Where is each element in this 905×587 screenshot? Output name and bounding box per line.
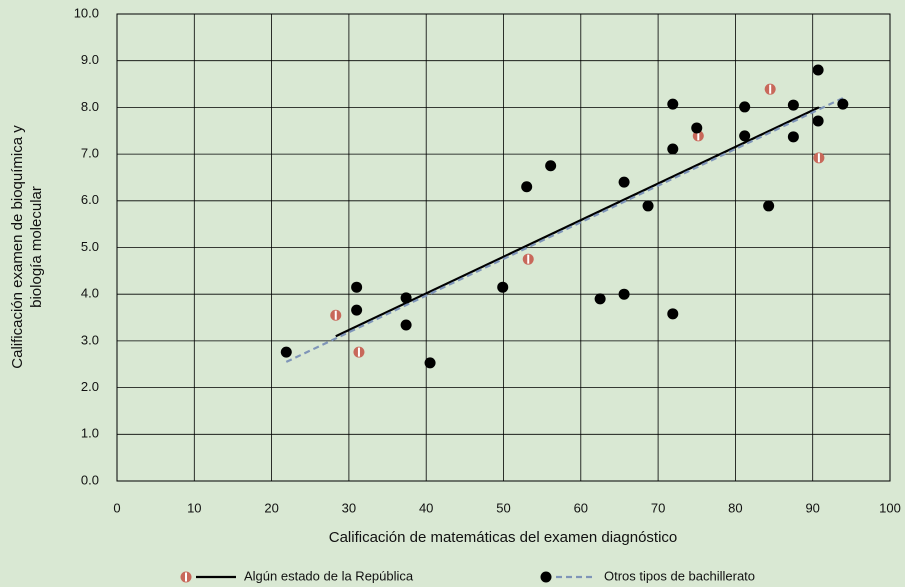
point (545, 160, 557, 172)
point-marker (667, 143, 679, 155)
y-axis-label-line: Calificación examen de bioquímica y (9, 125, 26, 369)
point-marker (812, 64, 824, 76)
point (787, 131, 799, 143)
point (353, 346, 365, 358)
point-marker (400, 292, 412, 304)
point (594, 293, 606, 305)
point-marker (497, 281, 509, 293)
point-marker (667, 98, 679, 110)
y-tick-label: 5.0 (81, 239, 99, 254)
y-tick-label: 4.0 (81, 286, 99, 301)
point-marker (787, 131, 799, 143)
point (667, 98, 679, 110)
y-tick-label: 9.0 (81, 52, 99, 67)
point-marker (667, 308, 679, 320)
point (739, 101, 751, 113)
point-marker (642, 200, 654, 212)
y-tick-label: 3.0 (81, 332, 99, 347)
point-marker (787, 99, 799, 111)
point (400, 292, 412, 304)
y-tick-label: 6.0 (81, 192, 99, 207)
x-tick-label: 90 (805, 500, 819, 515)
point (521, 181, 533, 193)
y-tick-label: 0.0 (81, 472, 99, 487)
point-marker (837, 98, 849, 110)
y-tick-label: 2.0 (81, 379, 99, 394)
x-tick-label: 20 (264, 500, 278, 515)
x-tick-label: 10 (187, 500, 201, 515)
x-tick-label: 80 (728, 500, 742, 515)
point (667, 308, 679, 320)
point-marker (540, 571, 552, 583)
point (424, 357, 436, 369)
legend-label: Otros tipos de bachillerato (604, 568, 755, 583)
point (739, 130, 751, 142)
point (764, 83, 776, 95)
point-marker (812, 115, 824, 127)
point (400, 319, 412, 331)
x-tick-label: 100 (879, 500, 901, 515)
y-tick-label: 7.0 (81, 146, 99, 161)
point-marker (351, 304, 363, 316)
point (540, 571, 552, 583)
point (812, 115, 824, 127)
point (351, 281, 363, 293)
point (618, 176, 630, 188)
point-marker (594, 293, 606, 305)
x-tick-label: 60 (574, 500, 588, 515)
y-tick-label: 8.0 (81, 99, 99, 114)
point-marker (763, 200, 775, 212)
point (812, 64, 824, 76)
x-tick-label: 70 (651, 500, 665, 515)
point-marker (280, 346, 292, 358)
point-marker (351, 281, 363, 293)
x-tick-label: 50 (496, 500, 510, 515)
point (330, 309, 342, 321)
point (642, 200, 654, 212)
point-marker (545, 160, 557, 172)
x-tick-label: 30 (342, 500, 356, 515)
point (667, 143, 679, 155)
point (351, 304, 363, 316)
x-tick-label: 0 (113, 500, 120, 515)
point (813, 152, 825, 164)
point (837, 98, 849, 110)
point (691, 122, 703, 134)
point (618, 288, 630, 300)
point (497, 281, 509, 293)
point-marker (691, 122, 703, 134)
point-marker (739, 101, 751, 113)
x-tick-label: 40 (419, 500, 433, 515)
trend-line (335, 106, 820, 338)
point (280, 346, 292, 358)
y-axis-label-line: biología molecular (28, 186, 45, 308)
point-marker (618, 176, 630, 188)
y-tick-label: 10.0 (74, 5, 99, 20)
legend-label: Algún estado de la República (244, 568, 414, 583)
point-marker (739, 130, 751, 142)
point (522, 253, 534, 265)
y-axis-label: Calificación examen de bioquímica y biol… (9, 125, 45, 369)
point-marker (521, 181, 533, 193)
point-marker (618, 288, 630, 300)
point-marker (400, 319, 412, 331)
point (180, 571, 192, 583)
y-tick-label: 1.0 (81, 426, 99, 441)
trend-line (285, 97, 844, 363)
point (787, 99, 799, 111)
point (763, 200, 775, 212)
point-marker (424, 357, 436, 369)
x-axis-label: Calificación de matemáticas del examen d… (329, 529, 678, 546)
